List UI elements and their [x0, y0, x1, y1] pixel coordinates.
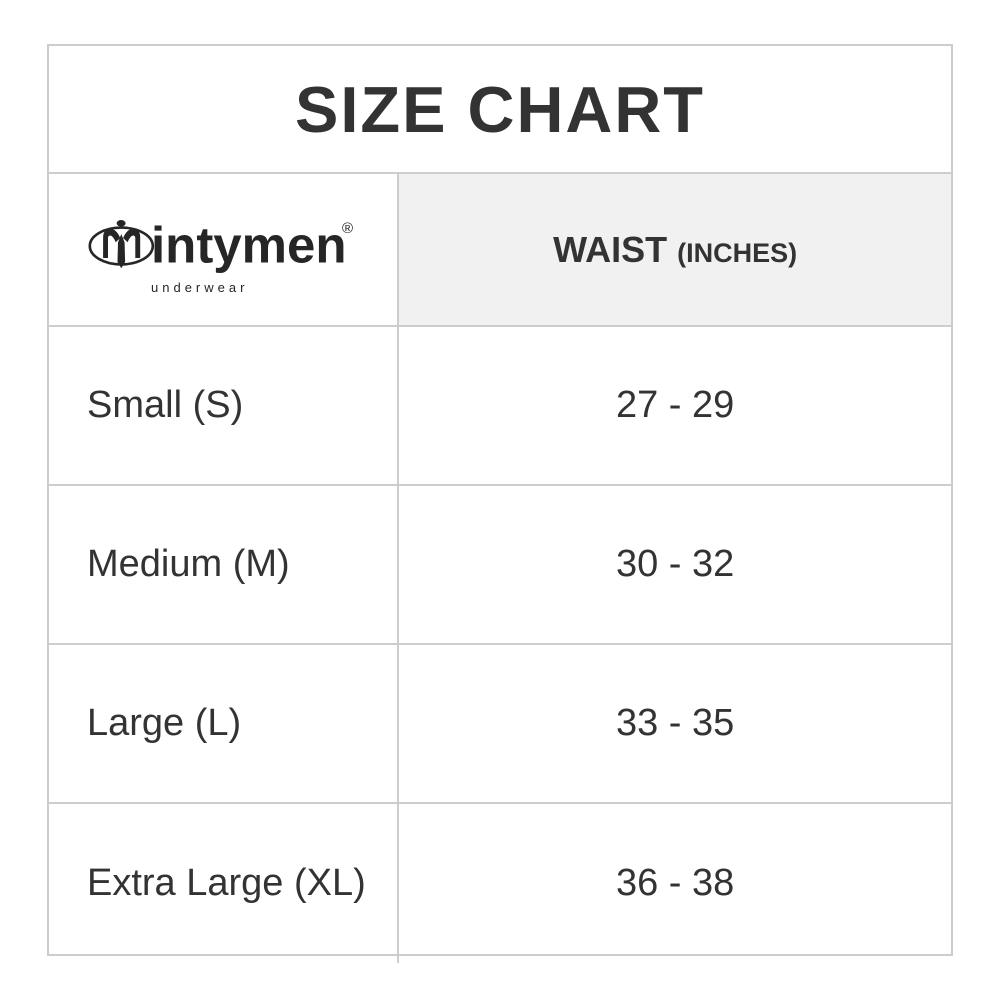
- svg-text:intymen: intymen: [151, 217, 347, 274]
- svg-text:®: ®: [342, 220, 353, 237]
- svg-text:underwear: underwear: [151, 280, 248, 295]
